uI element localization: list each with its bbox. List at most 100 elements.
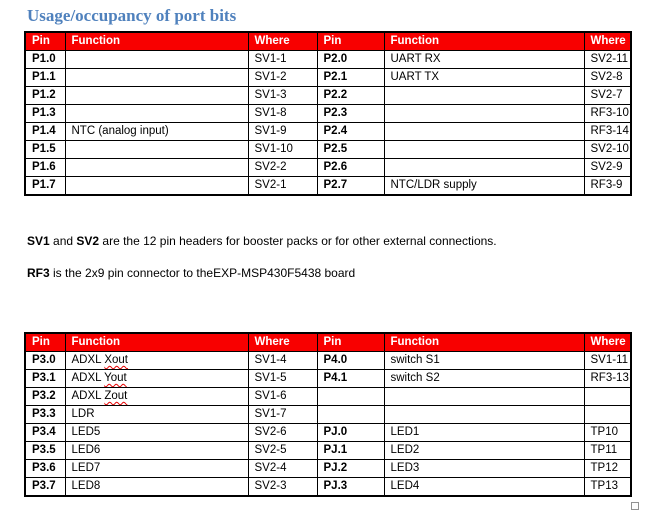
pin-cell: PJ.3 [316,477,385,497]
where-cell: SV1-2 [247,68,318,87]
where-cell [583,387,632,406]
pin-cell: P1.4 [24,122,66,141]
column-header-where: Where [247,31,318,51]
function-cell [64,176,249,196]
pin-cell: P3.6 [24,459,66,478]
pin-cell: P3.5 [24,441,66,460]
function-cell: ADXL Zout [64,387,249,406]
pin-cell: P3.7 [24,477,66,497]
where-cell: SV2-4 [247,459,318,478]
where-cell [583,405,632,424]
pin-cell: P2.6 [316,158,385,177]
table-row: P1.0 SV1-1 P2.0 UART RX SV2-11 [24,50,632,69]
pin-cell: P1.2 [24,86,66,105]
pin-cell: P4.1 [316,369,385,388]
pin-cell: P2.1 [316,68,385,87]
where-cell: SV2-5 [247,441,318,460]
column-header-pin: Pin [24,332,66,352]
where-cell: TP10 [583,423,632,442]
where-cell: SV2-7 [583,86,632,105]
rf3-label: RF3 [27,266,50,280]
function-cell [64,86,249,105]
note-text: are the 12 pin headers for booster packs… [99,234,497,248]
function-cell: switch S1 [383,351,585,370]
where-cell: RF3-10 [583,104,632,123]
pin-cell: P1.1 [24,68,66,87]
where-cell: RF3-14 [583,122,632,141]
note-text: is the 2x9 pin connector to theEXP-MSP43… [49,266,356,280]
pin-cell: PJ.1 [316,441,385,460]
misspelled-word: Yout [104,372,127,384]
function-cell [383,158,585,177]
function-cell [64,50,249,69]
header-row: Pin Function Where Pin Function Where [24,31,632,51]
where-cell: TP12 [583,459,632,478]
where-cell: SV2-6 [247,423,318,442]
table-row: P3.2 ADXL Zout SV1-6 [24,387,632,406]
table-row: P3.0 ADXL Xout SV1-4 P4.0 switch S1 SV1-11 [24,351,632,370]
pin-cell: P2.3 [316,104,385,123]
function-cell [383,140,585,159]
where-cell: SV1-6 [247,387,318,406]
misspelled-word: Zout [104,390,128,402]
function-cell: NTC/LDR supply [383,176,585,196]
column-header-where: Where [247,332,318,352]
where-cell: SV1-8 [247,104,318,123]
table-row: P1.2 SV1-3 P2.2 SV2-7 [24,86,632,105]
function-cell [64,158,249,177]
table-row: P3.3 LDR SV1-7 [24,405,632,424]
pin-cell: PJ.0 [316,423,385,442]
column-header-pin: Pin [316,332,385,352]
function-cell: LDR [64,405,249,424]
function-cell: LED6 [64,441,249,460]
column-header-function: Function [383,31,585,51]
table-row: P3.4 LED5 SV2-6 PJ.0 LED1 TP10 [24,423,632,442]
pin-cell: P3.4 [24,423,66,442]
function-cell: ADXL Yout [64,369,249,388]
function-cell: ADXL Xout [64,351,249,370]
table-row: P3.7 LED8 SV2-3 PJ.3 LED4 TP13 [24,477,632,497]
pin-cell: P3.2 [24,387,66,406]
function-cell: LED7 [64,459,249,478]
pin-cell: P1.5 [24,140,66,159]
where-cell: RF3-13 [583,369,632,388]
header-row: Pin Function Where Pin Function Where [24,332,632,352]
where-cell: SV2-11 [583,50,632,69]
where-cell: SV1-5 [247,369,318,388]
pin-cell: P1.6 [24,158,66,177]
table-row: P3.6 LED7 SV2-4 PJ.2 LED3 TP12 [24,459,632,478]
where-cell: SV1-11 [583,351,632,370]
function-cell [64,68,249,87]
where-cell: SV1-4 [247,351,318,370]
pin-cell: P2.4 [316,122,385,141]
sv1-label: SV1 [27,234,50,248]
where-cell: SV1-7 [247,405,318,424]
misspelled-word: Xout [104,354,128,366]
function-cell: UART RX [383,50,585,69]
table-row: P1.7 SV2-1 P2.7 NTC/LDR supply RF3-9 [24,176,632,196]
function-cell: LED1 [383,423,585,442]
table-row: P1.3 SV1-8 P2.3 RF3-10 [24,104,632,123]
column-header-where: Where [583,31,632,51]
column-header-pin: Pin [316,31,385,51]
where-cell: SV2-8 [583,68,632,87]
where-cell: SV1-1 [247,50,318,69]
column-header-function: Function [64,332,249,352]
pin-cell: P2.0 [316,50,385,69]
note-text: and [49,234,77,248]
function-cell [383,122,585,141]
function-cell [383,104,585,123]
pin-cell: P1.3 [24,104,66,123]
table-resize-handle[interactable] [631,502,639,510]
where-cell: SV2-1 [247,176,318,196]
pin-cell: P3.3 [24,405,66,424]
function-cell [64,140,249,159]
table-row: P3.5 LED6 SV2-5 PJ.1 LED2 TP11 [24,441,632,460]
where-cell: SV1-10 [247,140,318,159]
pin-cell: P1.7 [24,176,66,196]
port-bits-table-p1-p2: Pin Function Where Pin Function Where P1.0 SV1-… [24,31,632,196]
column-header-where: Where [583,332,632,352]
function-cell: NTC (analog input) [64,122,249,141]
pin-cell: PJ.2 [316,459,385,478]
